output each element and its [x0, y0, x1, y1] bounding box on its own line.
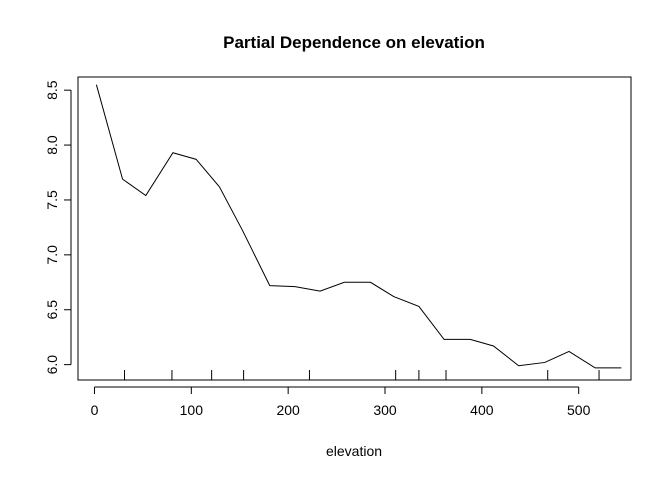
x-tick-label: 100 — [180, 402, 204, 418]
x-tick-label: 300 — [373, 402, 397, 418]
y-tick-label: 7.5 — [44, 190, 60, 210]
series-group — [95, 84, 622, 369]
axes: 0 100 200 300 400 500 6.0 6.5 7.0 7.5 8.0 8.5 — [44, 80, 591, 418]
plot-area-frame — [77, 76, 632, 381]
x-tick-label: 200 — [276, 402, 300, 418]
y-tick-label: 8.5 — [44, 80, 60, 100]
x-tick-label: 500 — [567, 402, 591, 418]
rug-marks — [123, 370, 600, 380]
x-tick-label: 400 — [470, 402, 494, 418]
y-tick-label: 8.0 — [44, 135, 60, 155]
x-axis-label: elevation — [326, 443, 382, 459]
series-line — [95, 84, 622, 369]
y-tick-label: 6.5 — [44, 300, 60, 320]
chart-title: Partial Dependence on elevation — [223, 33, 485, 52]
x-tick-label: 0 — [91, 402, 99, 418]
y-tick-label: 6.0 — [44, 355, 60, 375]
y-tick-label: 7.0 — [44, 245, 60, 265]
